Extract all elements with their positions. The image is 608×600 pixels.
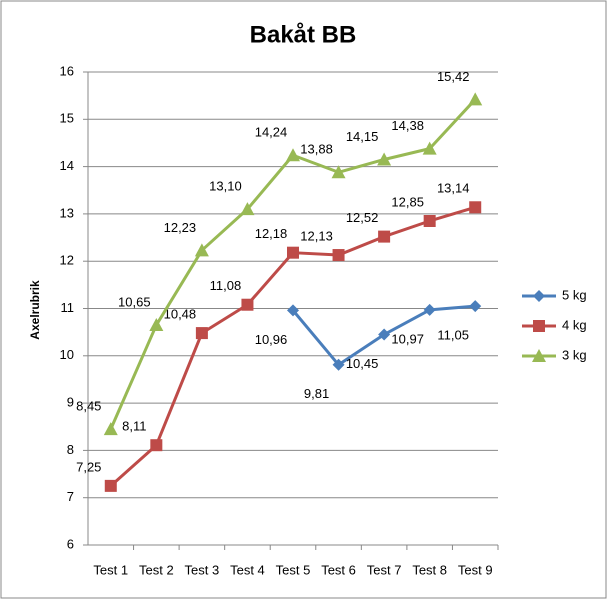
data-point xyxy=(469,300,482,313)
data-label: 14,38 xyxy=(391,118,424,133)
y-tick-label: 11 xyxy=(61,300,75,315)
y-tick-label: 13 xyxy=(60,205,74,220)
data-point xyxy=(241,298,254,311)
data-point xyxy=(378,230,391,243)
data-label: 11,05 xyxy=(437,328,469,343)
y-tick-label: 16 xyxy=(60,63,74,78)
x-tick-label: Test 6 xyxy=(321,562,356,577)
y-tick-label: 9 xyxy=(67,395,74,410)
data-label: 12,52 xyxy=(346,210,379,225)
data-point xyxy=(331,165,346,179)
data-label: 12,23 xyxy=(164,220,197,235)
x-tick-label: Test 7 xyxy=(367,562,402,577)
data-label: 10,65 xyxy=(118,294,151,309)
data-label: 15,42 xyxy=(437,69,470,84)
y-axis-title: Axelrubrik xyxy=(28,280,42,340)
y-tick-label: 12 xyxy=(60,253,74,268)
y-tick-label: 10 xyxy=(60,347,74,362)
y-tick-label: 15 xyxy=(60,111,74,126)
data-point xyxy=(287,304,299,317)
legend-label: 4 kg xyxy=(562,317,587,332)
x-tick-label: Test 1 xyxy=(93,562,128,577)
data-label: 14,15 xyxy=(346,129,379,144)
x-tick-label: Test 4 xyxy=(230,562,265,577)
data-point xyxy=(469,201,482,214)
data-label: 10,97 xyxy=(391,331,424,346)
x-tick-label: Test 3 xyxy=(185,562,220,577)
data-label: 12,85 xyxy=(391,194,424,209)
data-point xyxy=(422,141,437,155)
data-point xyxy=(103,422,118,436)
data-point xyxy=(149,318,164,332)
data-label: 12,18 xyxy=(255,226,288,241)
legend-label: 5 kg xyxy=(562,287,587,302)
data-point xyxy=(378,328,391,341)
legend-marker xyxy=(532,349,546,362)
x-tick-label: Test 8 xyxy=(412,562,447,577)
data-point xyxy=(377,152,392,166)
data-point xyxy=(194,243,209,257)
data-point xyxy=(150,439,163,452)
data-point xyxy=(423,214,436,227)
y-tick-label: 8 xyxy=(67,442,74,457)
data-label: 10,96 xyxy=(255,332,288,347)
y-tick-label: 7 xyxy=(67,489,74,504)
legend-marker xyxy=(533,290,545,302)
data-label: 7,25 xyxy=(76,459,101,474)
data-label: 13,14 xyxy=(437,181,470,196)
data-label: 14,24 xyxy=(255,125,288,140)
data-label: 9,81 xyxy=(304,386,329,401)
data-point xyxy=(332,358,345,371)
x-tick-label: Test 5 xyxy=(276,562,311,577)
data-label: 10,45 xyxy=(346,356,379,371)
data-label: 11,08 xyxy=(210,278,242,293)
data-point xyxy=(195,327,208,340)
data-label: 12,13 xyxy=(300,228,333,243)
y-tick-label: 6 xyxy=(67,536,74,551)
chart-title: Bakåt BB xyxy=(250,21,357,48)
legend-marker xyxy=(533,320,545,332)
x-tick-label: Test 9 xyxy=(458,562,493,577)
data-point xyxy=(240,202,255,216)
data-point xyxy=(286,148,300,162)
x-tick-label: Test 2 xyxy=(139,562,174,577)
data-label: 13,10 xyxy=(209,179,242,194)
data-label: 8,45 xyxy=(76,399,101,414)
y-tick-label: 14 xyxy=(60,158,74,173)
legend-label: 3 kg xyxy=(562,347,587,362)
data-label: 10,48 xyxy=(164,307,197,322)
data-point xyxy=(423,303,436,316)
data-point xyxy=(332,249,345,262)
data-point xyxy=(468,92,483,106)
data-label: 8,11 xyxy=(122,419,146,434)
data-point xyxy=(104,479,117,492)
data-point xyxy=(287,246,299,259)
data-label: 13,88 xyxy=(300,142,333,157)
